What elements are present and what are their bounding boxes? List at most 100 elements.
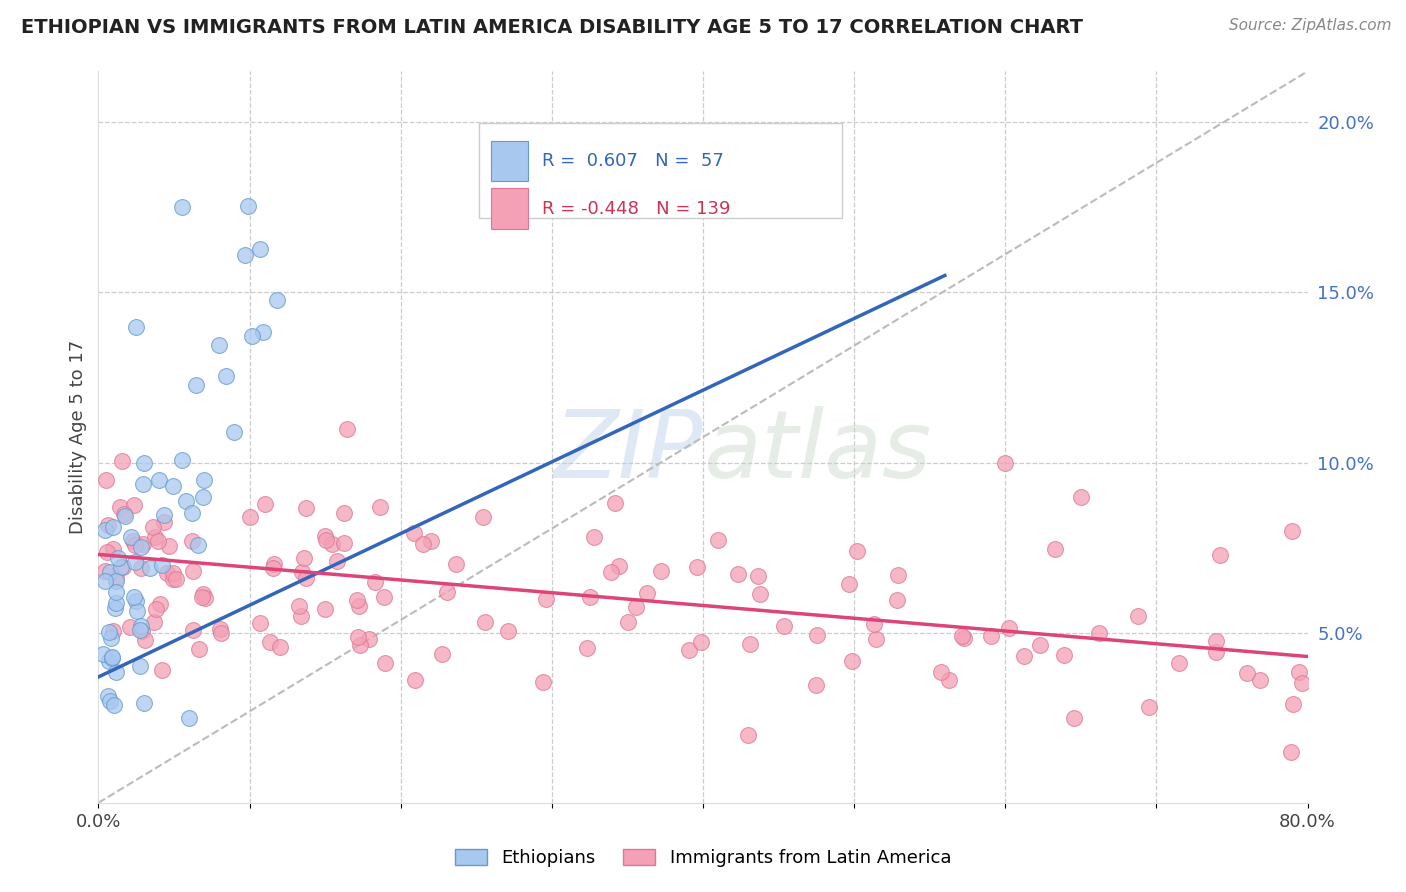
Point bbox=[1087, 625, 1109, 640]
Point bbox=[412, 537, 434, 551]
Point bbox=[97, 518, 120, 533]
Point bbox=[333, 506, 356, 520]
Point bbox=[180, 506, 202, 520]
Point bbox=[1249, 673, 1271, 688]
Point bbox=[97, 689, 120, 703]
Point bbox=[678, 642, 700, 657]
Text: R = -0.448   N = 139: R = -0.448 N = 139 bbox=[543, 200, 731, 218]
Point bbox=[624, 599, 647, 614]
Point bbox=[143, 530, 166, 544]
Point bbox=[103, 520, 125, 534]
Point bbox=[582, 530, 605, 544]
Point bbox=[325, 554, 347, 568]
Point bbox=[262, 561, 284, 575]
Point bbox=[845, 544, 868, 558]
Point bbox=[239, 510, 262, 524]
Point bbox=[737, 728, 759, 742]
Point bbox=[94, 523, 117, 537]
Point bbox=[162, 572, 184, 586]
Point bbox=[998, 621, 1021, 635]
Point bbox=[472, 510, 495, 524]
Point bbox=[404, 673, 426, 687]
Point bbox=[148, 473, 170, 487]
Point bbox=[187, 538, 209, 552]
Point bbox=[314, 529, 336, 543]
Point bbox=[105, 571, 128, 585]
Point bbox=[496, 624, 519, 639]
Point bbox=[1279, 745, 1302, 759]
Point bbox=[1209, 548, 1232, 562]
Point bbox=[111, 454, 134, 468]
Point bbox=[252, 326, 274, 340]
Point bbox=[1070, 490, 1092, 504]
Point bbox=[129, 540, 152, 554]
Point bbox=[124, 590, 146, 604]
Point bbox=[474, 615, 496, 629]
Point bbox=[1043, 541, 1066, 556]
Point bbox=[138, 560, 160, 574]
Point bbox=[104, 585, 127, 599]
FancyBboxPatch shape bbox=[492, 141, 527, 181]
Point bbox=[368, 500, 391, 514]
Point bbox=[162, 479, 184, 493]
Point bbox=[980, 629, 1002, 643]
Point bbox=[773, 619, 796, 633]
Point bbox=[291, 565, 314, 579]
Text: ZIP: ZIP bbox=[554, 406, 703, 497]
Point bbox=[430, 647, 453, 661]
Point bbox=[841, 654, 863, 668]
Y-axis label: Disability Age 5 to 17: Disability Age 5 to 17 bbox=[69, 340, 87, 534]
Point bbox=[600, 565, 623, 579]
Point bbox=[436, 584, 458, 599]
Text: Source: ZipAtlas.com: Source: ZipAtlas.com bbox=[1229, 18, 1392, 33]
Point bbox=[650, 565, 672, 579]
Point bbox=[145, 602, 167, 616]
Point bbox=[194, 591, 217, 605]
Point bbox=[806, 677, 828, 691]
Point bbox=[129, 659, 152, 673]
Point bbox=[347, 630, 370, 644]
Point bbox=[336, 421, 359, 435]
Point bbox=[374, 657, 396, 671]
Point bbox=[747, 569, 769, 583]
Point bbox=[146, 534, 169, 549]
Point bbox=[1029, 638, 1052, 652]
Point bbox=[269, 640, 291, 655]
Point bbox=[170, 201, 193, 215]
Point bbox=[240, 328, 263, 343]
Point bbox=[806, 628, 828, 642]
Point bbox=[129, 561, 152, 575]
Point bbox=[122, 498, 145, 512]
Point bbox=[143, 615, 166, 630]
Point bbox=[531, 675, 554, 690]
Point bbox=[1282, 697, 1305, 711]
Point bbox=[170, 452, 193, 467]
Point bbox=[112, 507, 135, 521]
Point bbox=[886, 593, 908, 607]
Point bbox=[181, 564, 204, 578]
Text: R =  0.607   N =  57: R = 0.607 N = 57 bbox=[543, 152, 724, 170]
Point bbox=[249, 242, 271, 256]
Point bbox=[132, 456, 155, 470]
Point bbox=[125, 319, 148, 334]
FancyBboxPatch shape bbox=[492, 188, 527, 228]
Point bbox=[181, 534, 204, 549]
Point bbox=[364, 575, 387, 590]
Point bbox=[114, 509, 136, 524]
Point bbox=[576, 640, 599, 655]
Point bbox=[101, 650, 124, 665]
Point bbox=[1052, 648, 1074, 663]
Point bbox=[191, 587, 214, 601]
Point bbox=[156, 566, 179, 580]
Point bbox=[94, 564, 117, 578]
Point bbox=[315, 533, 337, 547]
Text: ETHIOPIAN VS IMMIGRANTS FROM LATIN AMERICA DISABILITY AGE 5 TO 17 CORRELATION CH: ETHIOPIAN VS IMMIGRANTS FROM LATIN AMERI… bbox=[21, 18, 1083, 37]
Point bbox=[132, 537, 155, 551]
Legend: Ethiopians, Immigrants from Latin America: Ethiopians, Immigrants from Latin Americ… bbox=[447, 841, 959, 874]
Point bbox=[263, 557, 285, 571]
Point bbox=[579, 590, 602, 604]
Point bbox=[738, 637, 761, 651]
Point bbox=[346, 593, 368, 607]
Point bbox=[321, 537, 343, 551]
Point bbox=[181, 623, 204, 637]
